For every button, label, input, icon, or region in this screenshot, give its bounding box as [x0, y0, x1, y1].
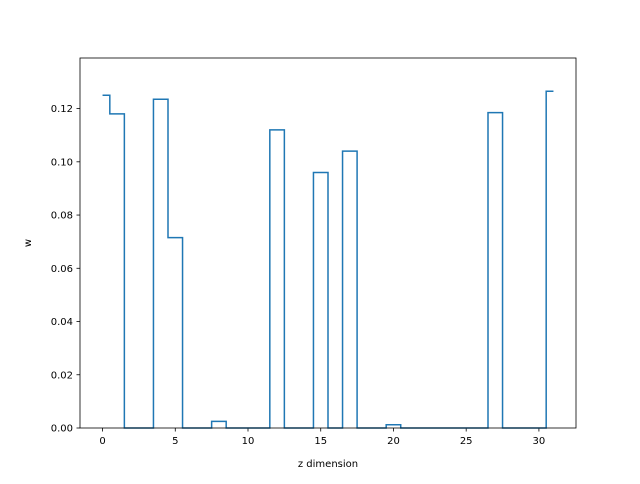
y-tick-label: 0.04: [51, 317, 73, 328]
x-tick-label: 20: [387, 436, 400, 447]
y-tick-label: 0.10: [51, 157, 73, 168]
y-axis-ticks: 0.00 0.02 0.04 0.06 0.08 0.10 0.12: [51, 104, 80, 435]
y-tick-label: 0.00: [51, 424, 73, 435]
y-tick-label: 0.08: [51, 211, 73, 222]
x-axis-ticks: 0 5 10 15 20 25 30: [99, 428, 545, 447]
plot-frame: [79, 57, 577, 429]
y-axis-label: w: [23, 239, 34, 247]
x-tick-label: 15: [314, 436, 327, 447]
y-tick-label: 0.06: [51, 264, 73, 275]
x-tick-label: 30: [533, 436, 546, 447]
y-tick-label: 0.02: [51, 370, 73, 381]
x-tick-label: 25: [460, 436, 473, 447]
x-tick-label: 0: [99, 436, 105, 447]
x-tick-label: 10: [242, 436, 255, 447]
x-axis-label: z dimension: [298, 459, 358, 470]
x-tick-label: 5: [172, 436, 178, 447]
y-tick-label: 0.12: [51, 104, 73, 115]
